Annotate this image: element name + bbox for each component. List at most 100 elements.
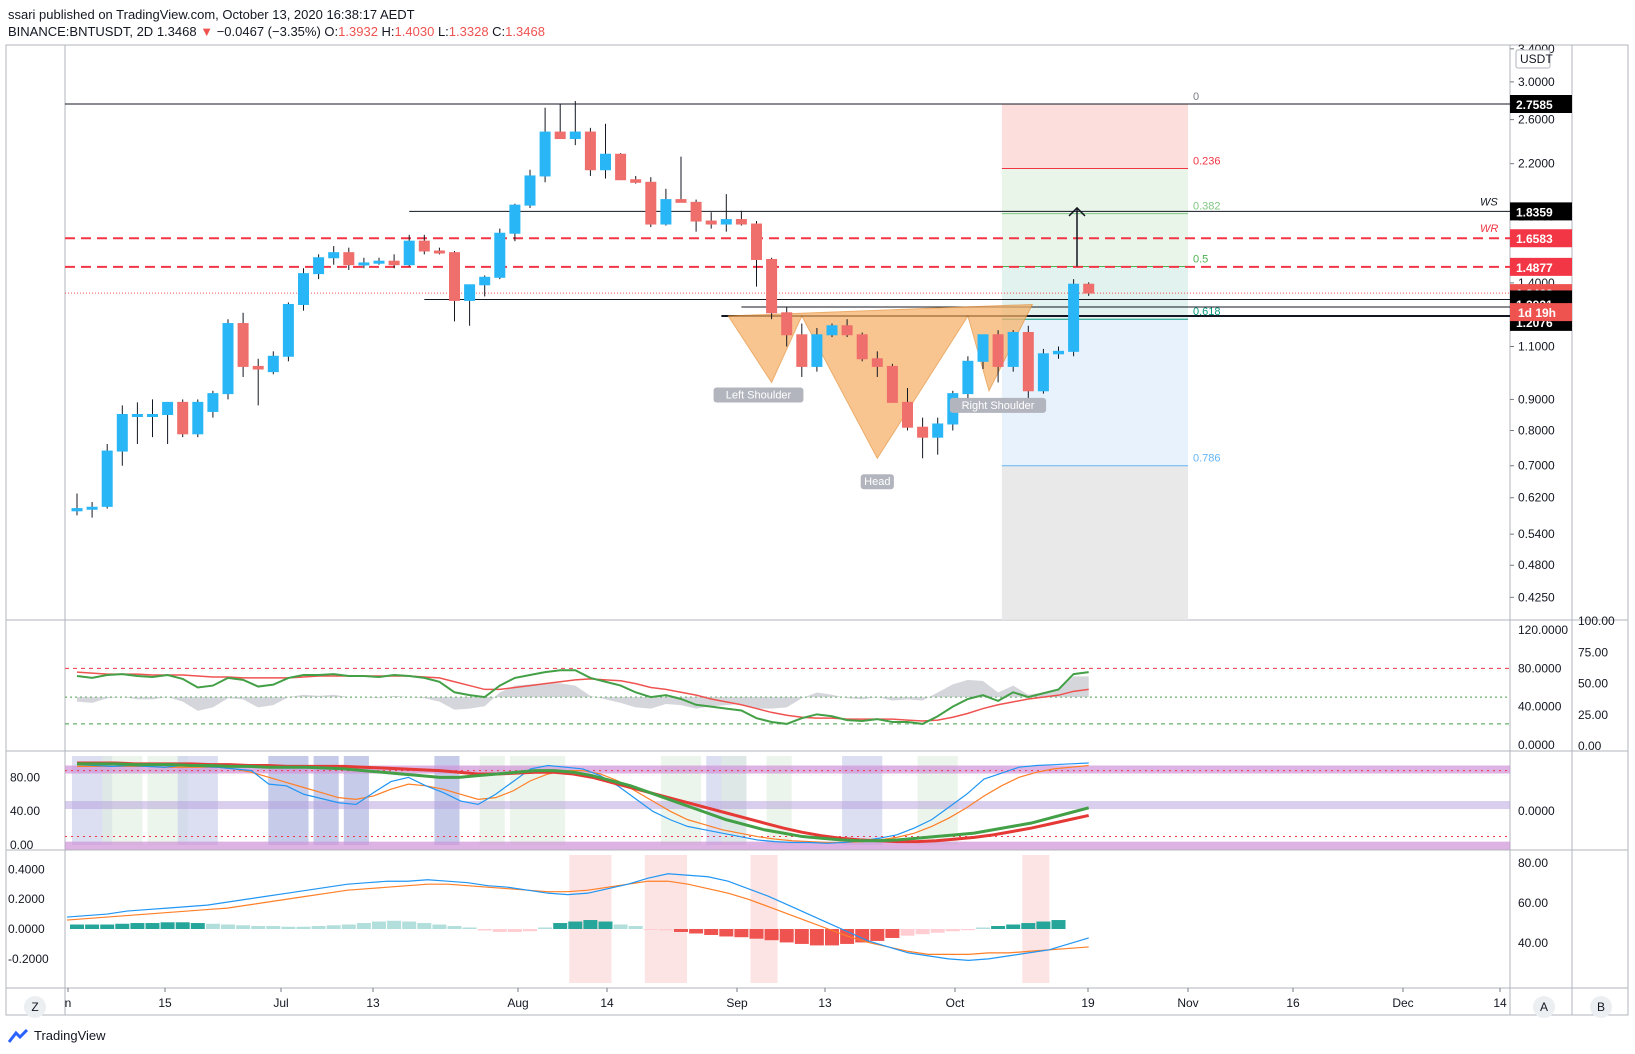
candle-body [826, 325, 838, 336]
candle-body [131, 414, 143, 418]
macd-histogram-bar [749, 929, 764, 939]
macd-histogram-bar [507, 929, 522, 932]
rsi-histogram-area [77, 676, 1089, 711]
candle-body [207, 393, 219, 412]
low-label: L: [437, 24, 449, 39]
candle-body [660, 199, 672, 225]
candle-body [569, 131, 581, 140]
macd-histogram-bar [613, 924, 628, 929]
macd-line [66, 873, 1089, 961]
macd-histogram-bar [598, 921, 613, 929]
auto-scale-button[interactable]: A [1533, 996, 1555, 1018]
log-scale-button[interactable]: B [1590, 996, 1612, 1018]
macd-histogram-bar [553, 923, 568, 929]
candle-body [192, 401, 204, 435]
rsi-line [76, 669, 1089, 725]
close-value: 1.3468 [505, 24, 545, 39]
macd-histogram-bar [100, 924, 115, 929]
candle-body [645, 181, 657, 225]
countdown-label: 1d 19h [1518, 306, 1556, 320]
macd-histogram-bar [372, 921, 386, 929]
candle-body [856, 334, 868, 360]
candle-body [600, 153, 611, 171]
candle-body [675, 199, 687, 203]
candle-body [222, 323, 234, 395]
timezone-button[interactable]: Z [24, 996, 46, 1018]
publish-info: ssari published on TradingView.com, Octo… [8, 7, 415, 22]
y-tick-label: 2.6000 [1518, 113, 1555, 127]
macd-histogram-bar [190, 923, 205, 929]
candle-body [886, 365, 898, 403]
candle-body [992, 334, 1004, 367]
candle-body [977, 334, 989, 362]
candle-body [373, 260, 385, 264]
candle-body [1083, 283, 1095, 294]
price-tag [1510, 229, 1572, 248]
x-tick-label: 13 [818, 996, 832, 1010]
candle-body [720, 219, 732, 225]
macd-right-tick-label: 80.00 [1518, 856, 1548, 870]
macd-histogram-bar [945, 929, 960, 932]
rsi-signal-line [76, 671, 1089, 722]
price-tag-label: 2.7585 [1516, 98, 1553, 112]
macd-histogram-bar [930, 929, 945, 933]
candle-body [1037, 353, 1049, 392]
macd-histogram-bar [991, 926, 1006, 929]
x-tick-label: Sep [726, 996, 748, 1010]
macd-histogram-bar [734, 929, 749, 938]
rsi-tick-label: 0.0000 [1518, 738, 1555, 752]
macd-right-tick-label: 60.00 [1518, 896, 1548, 910]
macd-tick-label: 0.4000 [8, 862, 45, 876]
macd-histogram-bar [417, 923, 432, 929]
rsi-far-tick-label: 25.00 [1578, 708, 1608, 722]
y-tick-label: 2.2000 [1518, 157, 1555, 171]
macd-histogram-bar [145, 923, 160, 929]
y-tick-label: 0.8000 [1518, 423, 1555, 437]
macd-histogram-bar [628, 926, 643, 929]
stoch-upper-band [65, 765, 1510, 774]
price-change: −0.0467 (−3.35%) [216, 24, 321, 39]
x-tick-label: Aug [507, 996, 528, 1010]
x-tick-label: n [65, 996, 72, 1010]
x-tick-label: Oct [946, 996, 965, 1010]
y-tick-label: 0.5400 [1518, 527, 1555, 541]
candle-body [871, 358, 883, 367]
candle-body [418, 240, 430, 252]
candle-body [71, 508, 83, 512]
candle-body [464, 284, 476, 301]
candle-body [766, 258, 778, 314]
candle-body [962, 360, 974, 395]
candle-body [781, 312, 793, 336]
candle-body [615, 153, 627, 181]
macd-histogram-bar [175, 922, 190, 929]
macd-histogram-bar [160, 922, 175, 929]
macd-histogram-bar [719, 929, 734, 937]
candle-body [358, 262, 370, 266]
candle-body [751, 223, 762, 260]
candle-body [932, 423, 944, 438]
macd-histogram-bar [870, 929, 885, 941]
macd-histogram-bar [643, 929, 658, 930]
low-value: 1.3328 [448, 24, 489, 39]
macd-tick-label: -0.2000 [8, 952, 49, 966]
stoch-d-line [77, 764, 1089, 844]
stoch-mid-band [65, 801, 1510, 810]
macd-histogram-bar [583, 920, 598, 929]
candle-body [86, 506, 98, 510]
macd-histogram-bar [764, 929, 779, 941]
x-tick-label: Jul [273, 996, 288, 1010]
candle-body [735, 219, 747, 225]
countdown-tag [1510, 303, 1572, 322]
rsi-tick-label: 80.0000 [1518, 661, 1562, 675]
x-tick-label: 15 [158, 996, 172, 1010]
candle-body [917, 426, 929, 438]
macd-histogram-bar [130, 923, 145, 929]
price-tag-label: 1.6583 [1516, 232, 1553, 246]
macd-histogram-bar [462, 927, 477, 929]
pattern-label-bg [713, 387, 804, 403]
macd-histogram-bar [115, 923, 130, 929]
macd-histogram-bar [779, 929, 794, 943]
macd-histogram-bar [356, 923, 371, 929]
fib-label: 0.786 [1193, 453, 1221, 465]
